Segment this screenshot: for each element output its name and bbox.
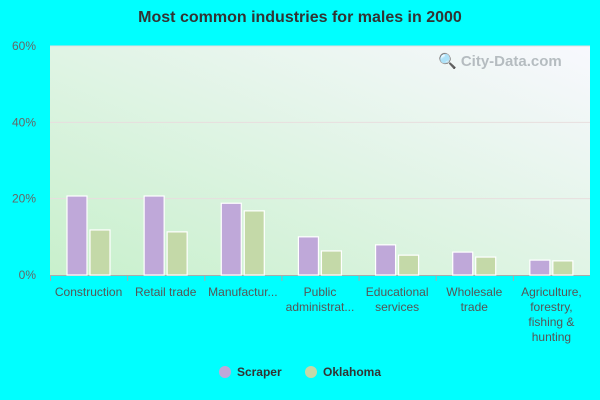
- bar-scraper: [374, 244, 397, 276]
- bar-oklahoma: [89, 229, 111, 276]
- x-tick-label: Manufactur...: [208, 285, 277, 299]
- y-tick-label: 20%: [12, 192, 36, 206]
- legend-item-oklahoma: Oklahoma: [305, 365, 381, 379]
- bar-oklahoma: [243, 210, 265, 276]
- legend-item-scraper: Scraper: [218, 365, 282, 379]
- x-tick-label: trade: [461, 300, 489, 314]
- bar-scraper: [66, 195, 88, 276]
- chart-title: Most common industries for males in 2000: [138, 9, 462, 26]
- x-tick-label: Agriculture,: [521, 285, 582, 299]
- bar-oklahoma: [397, 254, 420, 276]
- bar-scraper: [297, 236, 320, 276]
- bar-scraper: [220, 202, 242, 276]
- x-tick-label: Wholesale: [446, 285, 502, 299]
- bar-oklahoma: [320, 250, 343, 276]
- x-tick-label: services: [375, 300, 419, 314]
- x-tick-label: forestry,: [530, 300, 572, 314]
- x-tick-label: Public: [304, 285, 337, 299]
- y-tick-label: 0%: [19, 268, 37, 282]
- x-tick-label: Construction: [55, 285, 122, 299]
- bar-oklahoma: [475, 256, 497, 276]
- bar-oklahoma: [166, 231, 188, 276]
- watermark-logo: 🔍 City-Data.com: [438, 53, 562, 70]
- bar-scraper: [143, 195, 165, 276]
- x-tick-label: Retail trade: [135, 285, 197, 299]
- x-tick-label: administrat...: [286, 300, 355, 314]
- y-tick-label: 40%: [12, 115, 36, 129]
- x-tick-label: hunting: [532, 330, 571, 344]
- legend-label: Scraper: [236, 365, 282, 379]
- legend-label: Oklahoma: [323, 365, 382, 379]
- y-tick-label: 60%: [12, 39, 36, 53]
- bar-oklahoma: [552, 260, 574, 276]
- legend: Scraper Oklahoma: [0, 365, 600, 381]
- bar-scraper: [529, 259, 551, 276]
- bar-scraper: [452, 251, 474, 276]
- x-tick-label: fishing &: [528, 315, 574, 329]
- plot-area: [50, 46, 590, 275]
- x-tick-label: Educational: [366, 285, 429, 299]
